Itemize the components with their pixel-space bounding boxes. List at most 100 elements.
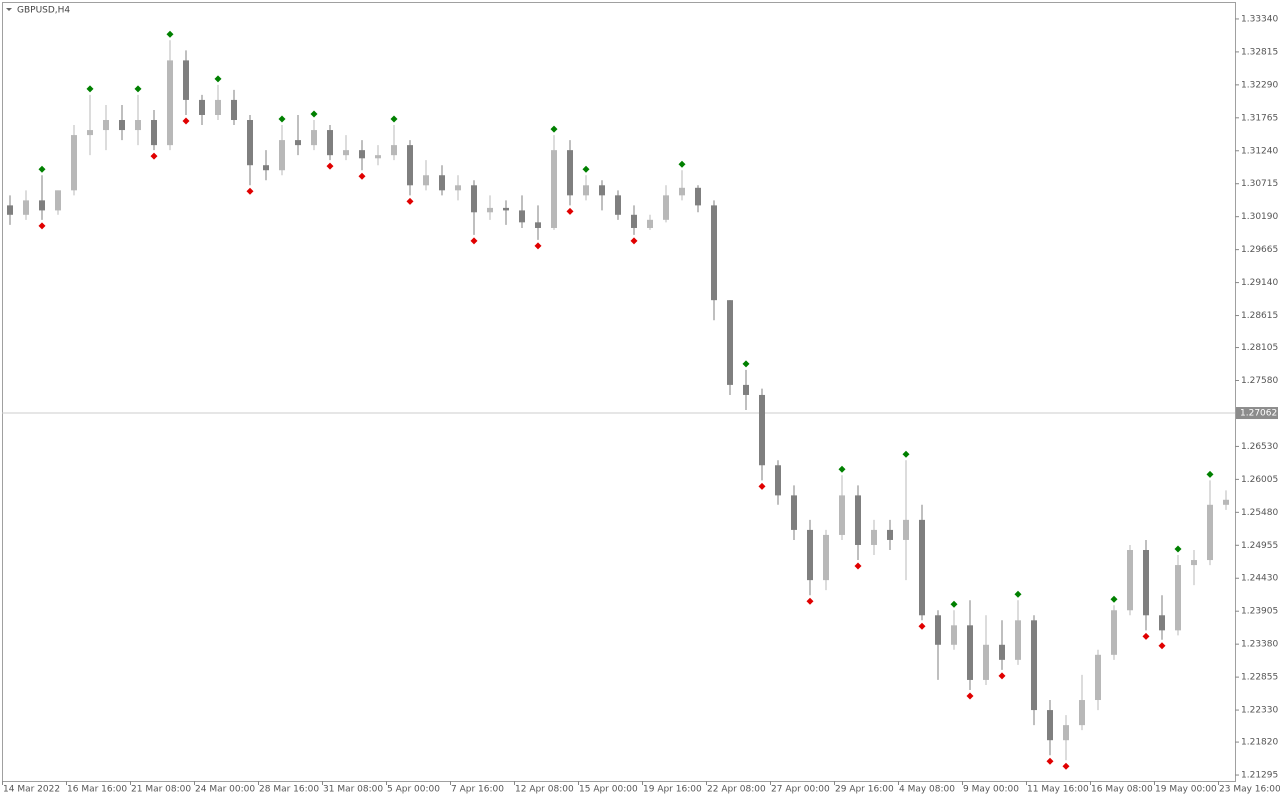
candle-body	[519, 210, 525, 223]
candle-body	[23, 200, 29, 215]
candle-body	[263, 165, 269, 171]
fractal-up	[166, 30, 174, 38]
fractal-up	[678, 160, 686, 168]
y-tick-label: 1.23905	[1241, 607, 1278, 617]
x-tick-label: 24 Mar 00:00	[195, 785, 255, 795]
candle-body	[951, 625, 957, 645]
candle-body	[1175, 565, 1181, 631]
y-tick-label: 1.32290	[1241, 80, 1278, 90]
y-tick-label: 1.24955	[1241, 541, 1278, 551]
chart-title: GBPUSD,H4	[17, 6, 70, 16]
fractal-down	[998, 672, 1006, 680]
candle-body	[455, 185, 461, 191]
candle-body	[727, 300, 733, 385]
y-tick-label: 1.22330	[1241, 706, 1278, 716]
fractal-up	[1174, 545, 1182, 553]
price-label: 1.27062	[1240, 409, 1277, 419]
candle-body	[807, 529, 813, 581]
candle-body	[503, 207, 509, 211]
candle-body	[167, 60, 173, 146]
x-tick-label: 22 Apr 08:00	[707, 785, 766, 795]
y-tick-label: 1.30190	[1241, 212, 1278, 222]
fractal-down	[182, 117, 190, 125]
candle-body	[199, 99, 205, 115]
candle-body	[183, 60, 189, 100]
x-tick-label: 15 Apr 00:00	[579, 785, 638, 795]
candle-body	[1047, 710, 1053, 741]
candle-body	[631, 214, 637, 228]
candle-body	[967, 625, 973, 680]
y-tick-label: 1.29140	[1241, 278, 1278, 288]
x-tick-label: 4 May 08:00	[899, 785, 955, 795]
candle-body	[279, 140, 285, 171]
candle-body	[679, 187, 685, 196]
x-tick-label: 31 Mar 08:00	[323, 785, 383, 795]
x-tick-label: 28 Mar 16:00	[259, 785, 319, 795]
x-tick-label: 23 May 16:00	[1219, 785, 1280, 795]
candle-body	[1223, 499, 1229, 505]
fractal-down	[1062, 762, 1070, 770]
fractal-up	[902, 450, 910, 458]
y-tick-label: 1.30715	[1241, 179, 1278, 189]
candle-body	[471, 185, 477, 213]
x-tick-label: 7 Apr 16:00	[451, 785, 504, 795]
y-tick-label: 1.28615	[1241, 311, 1278, 321]
fractal-down	[358, 172, 366, 180]
candle-body	[231, 99, 237, 121]
fractal-up	[838, 465, 846, 473]
candle-body	[535, 222, 541, 228]
y-tick-label: 1.33340	[1241, 14, 1278, 24]
fractal-up	[310, 110, 318, 118]
candle-body	[695, 187, 701, 206]
y-tick-label: 1.29665	[1241, 245, 1278, 255]
candle-body	[711, 205, 717, 301]
fractal-up	[390, 115, 398, 123]
x-tick-label: 5 Apr 00:00	[387, 785, 440, 795]
y-tick-label: 1.32815	[1241, 47, 1278, 57]
candle-body	[103, 120, 109, 131]
candle-body	[743, 384, 749, 395]
candle-body	[295, 140, 301, 146]
x-tick-label: 21 Mar 08:00	[131, 785, 191, 795]
candle-body	[327, 130, 333, 156]
candle-body	[647, 219, 653, 228]
y-tick-label: 1.21820	[1241, 738, 1278, 748]
fractal-down	[246, 187, 254, 195]
fractal-down	[1142, 632, 1150, 640]
fractal-up	[550, 125, 558, 133]
candle-body	[439, 175, 445, 191]
x-tick-label: 27 Apr 00:00	[771, 785, 830, 795]
candle-body	[567, 150, 573, 196]
candle-body	[583, 185, 589, 196]
fractal-up	[1014, 590, 1022, 598]
fractal-down	[470, 237, 478, 245]
candle-body	[919, 519, 925, 616]
candle-body	[1207, 504, 1213, 561]
fractal-up	[950, 600, 958, 608]
candle-body	[759, 394, 765, 466]
candle-body	[87, 130, 93, 136]
fractal-up	[582, 165, 590, 173]
fractal-up	[742, 360, 750, 368]
menu-arrow[interactable]	[6, 8, 12, 11]
fractal-up	[278, 115, 286, 123]
candle-body	[55, 190, 61, 211]
candle-body	[1063, 725, 1069, 741]
candle-body	[39, 200, 45, 211]
candle-body	[1143, 549, 1149, 616]
candle-body	[887, 529, 893, 540]
candle-body	[423, 175, 429, 186]
candle-body	[311, 130, 317, 146]
candle-body	[343, 150, 349, 156]
candle-body	[855, 495, 861, 545]
fractal-up	[86, 85, 94, 93]
x-tick-label: 16 May 08:00	[1091, 785, 1153, 795]
y-tick-label: 1.24430	[1241, 574, 1278, 584]
candle-body	[935, 615, 941, 645]
candle-body	[119, 120, 125, 131]
candle-body	[599, 185, 605, 196]
fractal-down	[1158, 642, 1166, 650]
fractal-down	[150, 152, 158, 160]
y-tick-label: 1.23380	[1241, 640, 1278, 650]
candle-body	[215, 99, 221, 115]
